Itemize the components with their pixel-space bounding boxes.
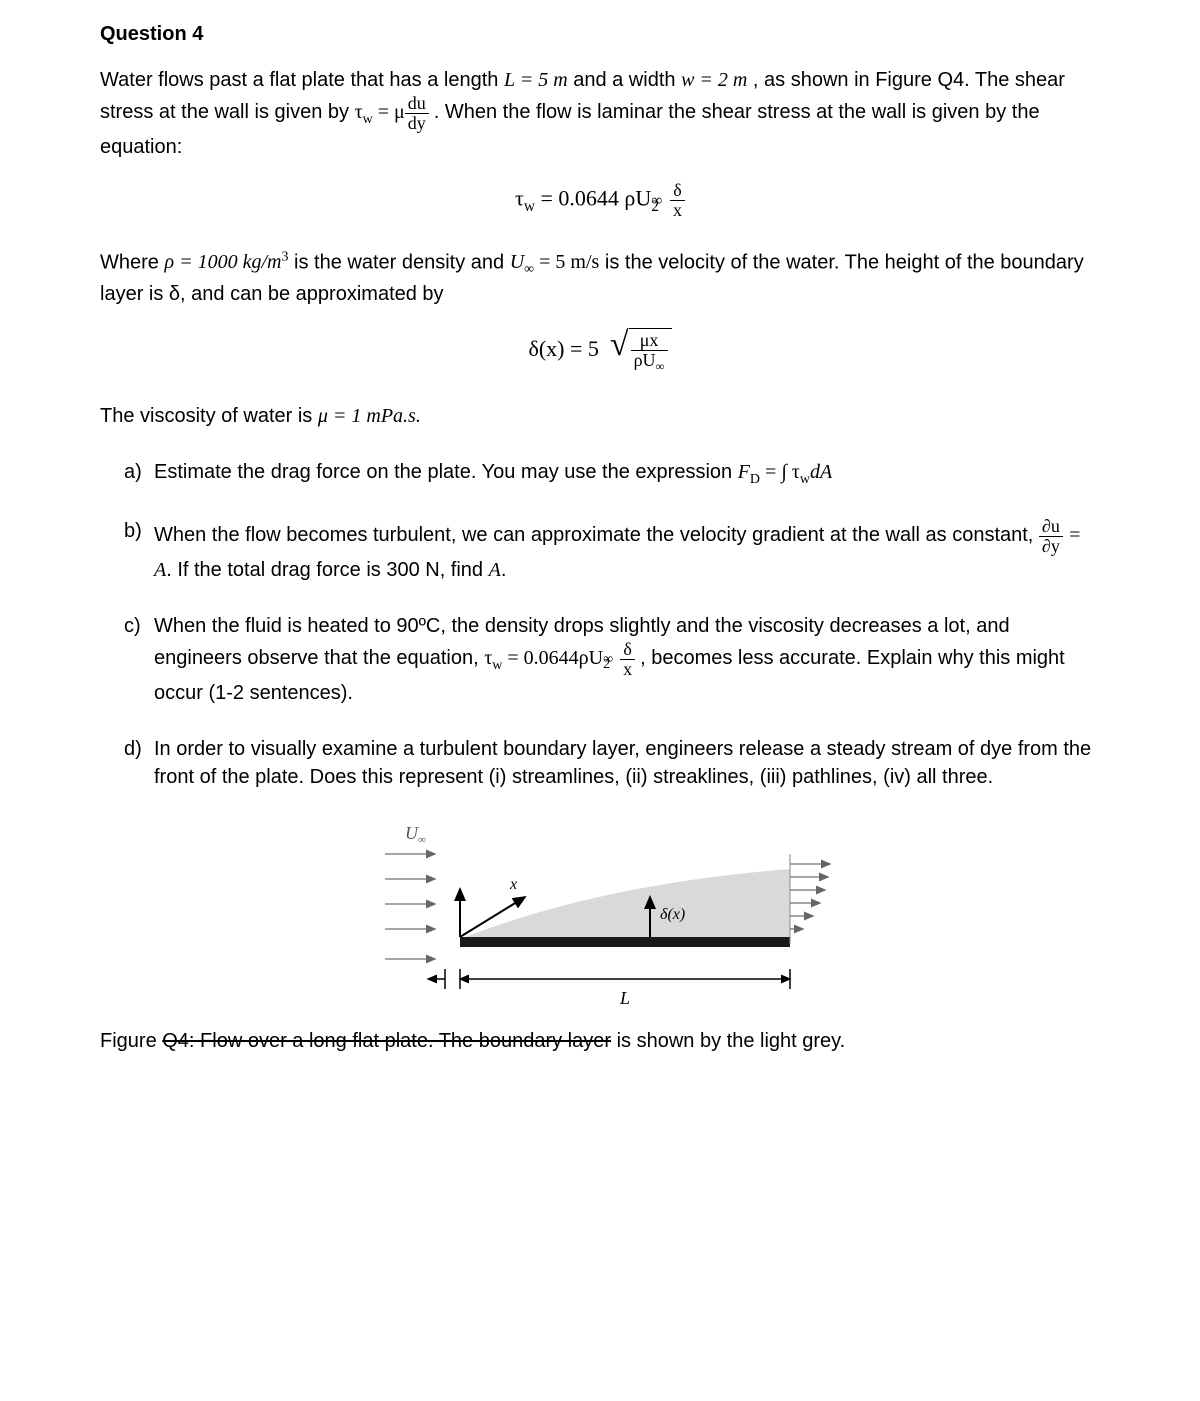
delta-x-fraction: δx — [670, 181, 685, 220]
length-eq: L = 5 m — [504, 69, 568, 91]
text: . If the total drag force is 300 N, find — [166, 559, 488, 581]
frac-den: x — [620, 660, 635, 679]
cubed: 3 — [281, 250, 288, 265]
w-sub: w — [800, 472, 810, 487]
infinity-sub: ∞ — [524, 262, 534, 277]
sqrt-expression: √ μx ρU∞ — [610, 328, 672, 374]
text: is the water density and — [294, 251, 510, 273]
frac-num: δ — [620, 640, 635, 660]
A-var: A — [489, 559, 501, 581]
frac-den: dy — [405, 114, 429, 133]
caption-suffix: is shown by the light grey. — [611, 1030, 845, 1052]
integral: = ∫ τ — [760, 461, 800, 483]
rho-value: ρ = 1000 kg/m3 — [164, 251, 288, 273]
part-marker: b) — [124, 517, 154, 584]
dudy-fraction: dudy — [405, 94, 429, 133]
mu-value: μ = 1 mPa.s. — [318, 405, 421, 427]
part-body: In order to visually examine a turbulent… — [154, 735, 1100, 791]
tau-symbol: τ — [515, 185, 524, 210]
mu-eq: μ = 1 mPa.s. — [318, 405, 421, 427]
mu-x-over-rho-U: μx ρU∞ — [631, 331, 668, 374]
drag-force-expr: FD = ∫ τwdA — [738, 461, 832, 483]
part-marker: a) — [124, 458, 154, 490]
intro-paragraph: Water flows past a flat plate that has a… — [100, 66, 1100, 161]
width-eq: w = 2 m — [681, 69, 747, 91]
frac-num: ∂u — [1039, 517, 1063, 537]
equation-delta-x: δ(x) = 5 √ μx ρU∞ — [100, 328, 1100, 374]
part-body: When the flow becomes turbulent, we can … — [154, 517, 1100, 584]
text: Estimate the drag force on the plate. Yo… — [154, 461, 738, 483]
density-paragraph: Where ρ = 1000 kg/m3 is the water densit… — [100, 248, 1100, 308]
delta-x-fraction: δx — [620, 640, 635, 679]
U-value: = 5 m/s — [534, 251, 599, 273]
w-sub: w — [492, 658, 502, 673]
eq-rhs: = 0.0644 ρU — [535, 185, 651, 210]
caption-crossed: Q4: Flow over a long flat plate. The bou… — [162, 1030, 611, 1052]
frac-num: δ — [670, 181, 685, 201]
inf-sub: ∞ — [418, 834, 426, 846]
tau-eq-repeat: τw = 0.0644ρU2∞ δx — [484, 647, 640, 669]
w-value: w = 2 m — [681, 69, 747, 91]
figure-q4: U∞ x δ(x) L — [100, 819, 1100, 1019]
frac-num: du — [405, 94, 429, 114]
tau-w-eq: τw = μdudy — [355, 101, 434, 123]
intro-text: Water flows past a flat plate that has a… — [100, 69, 504, 91]
F-symbol: F — [738, 461, 750, 483]
sqrt-sign-icon: √ — [610, 328, 629, 374]
delta-label: δ(x) — [660, 906, 685, 923]
D-sub: D — [750, 472, 760, 487]
infinity-sub: ∞ — [651, 190, 662, 212]
infinity-sub: ∞ — [656, 359, 665, 373]
delta-lhs: δ(x) = 5 — [528, 336, 598, 361]
frac-num: μx — [631, 331, 668, 351]
frac-den: x — [670, 201, 685, 220]
text: When the flow becomes turbulent, we can … — [154, 524, 1039, 546]
frac-den: ρU∞ — [631, 351, 668, 374]
viscosity-line: The viscosity of water is μ = 1 mPa.s. — [100, 402, 1100, 430]
text: Where — [100, 251, 164, 273]
flow-diagram-icon: U∞ x δ(x) L — [350, 819, 850, 1019]
part-c: c) When the fluid is heated to 90ºC, the… — [124, 612, 1100, 707]
svg-text:U∞: U∞ — [405, 823, 426, 846]
L-value: L = 5 m — [504, 69, 568, 91]
sqrt-body: μx ρU∞ — [629, 328, 672, 374]
tau-symbol: τ — [355, 101, 363, 123]
intro-text: and a width — [573, 69, 681, 91]
equation-tau-w: τw = 0.0644 ρU2∞ δx — [100, 181, 1100, 220]
part-b: b) When the flow becomes turbulent, we c… — [124, 517, 1100, 584]
U-label: U — [405, 823, 419, 843]
x-label: x — [509, 876, 517, 893]
question-heading: Question 4 — [100, 20, 1100, 48]
dA: dA — [810, 461, 832, 483]
part-marker: c) — [124, 612, 154, 707]
rho-eq: ρ = 1000 kg/m — [164, 251, 281, 273]
rho-U: ρU — [634, 350, 656, 370]
figure-caption: Figure Q4: Flow over a long flat plate. … — [100, 1027, 1100, 1055]
part-body: Estimate the drag force on the plate. Yo… — [154, 458, 1100, 490]
tau-subscript: w — [524, 198, 535, 215]
part-marker: d) — [124, 735, 154, 791]
text: The viscosity of water is — [100, 405, 318, 427]
U-inf: U∞ = 5 m/s — [510, 251, 600, 273]
part-a: a) Estimate the drag force on the plate.… — [124, 458, 1100, 490]
tau-subscript: w — [363, 112, 373, 127]
eq-rhs: = 0.0644ρU — [502, 647, 603, 669]
question-parts: a) Estimate the drag force on the plate.… — [124, 458, 1100, 791]
caption-prefix: Figure — [100, 1030, 162, 1052]
frac-den: ∂y — [1039, 537, 1063, 556]
mu-symbol: = μ — [373, 101, 405, 123]
part-body: When the fluid is heated to 90ºC, the de… — [154, 612, 1100, 707]
infinity-sub: ∞ — [603, 650, 613, 670]
U-symbol: U — [510, 251, 524, 273]
part-d: d) In order to visually examine a turbul… — [124, 735, 1100, 791]
du-dy-fraction: ∂u∂y — [1039, 517, 1063, 556]
text: . — [501, 559, 507, 581]
L-label: L — [619, 988, 630, 1008]
